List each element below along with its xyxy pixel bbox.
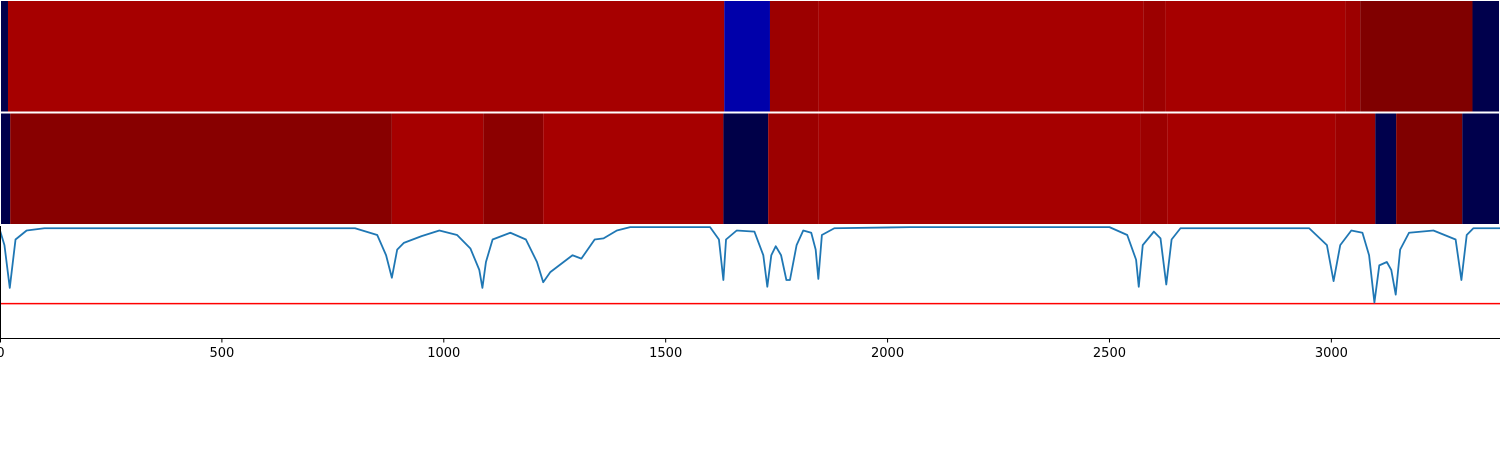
strip-segment xyxy=(1140,113,1167,226)
strip-segment xyxy=(818,0,1143,113)
strip-segment xyxy=(1143,0,1165,113)
strip-segment xyxy=(10,113,392,226)
strip-segment xyxy=(1345,0,1360,113)
strip-segment xyxy=(392,113,483,226)
x-tick-label: 3000 xyxy=(1315,346,1348,361)
strip-segment xyxy=(8,0,724,113)
strip-segment xyxy=(1375,113,1396,226)
strip-segment xyxy=(1335,113,1375,226)
strip-segment xyxy=(1472,0,1500,113)
strip-segment xyxy=(724,0,770,113)
x-tick-label: 2500 xyxy=(1093,346,1126,361)
x-tick-label: 1500 xyxy=(649,346,682,361)
strip-segment xyxy=(543,113,723,226)
plot-background xyxy=(0,226,1500,339)
strip-segment xyxy=(723,113,768,226)
strip-segment xyxy=(0,113,10,226)
strip-segment xyxy=(770,0,818,113)
strip-segment xyxy=(768,113,818,226)
x-tick-label: 1000 xyxy=(427,346,460,361)
strip-segment xyxy=(1462,113,1500,226)
strip-segment xyxy=(0,0,8,113)
strip-segment xyxy=(1165,0,1345,113)
strip-segment xyxy=(1167,113,1335,226)
strip-segment xyxy=(1396,113,1462,226)
x-tick-label: 500 xyxy=(209,346,234,361)
x-tick-label: 0 xyxy=(0,346,5,361)
strip-segment xyxy=(483,113,543,226)
x-tick-label: 2000 xyxy=(871,346,904,361)
strip-segment xyxy=(818,113,1140,226)
strip-segment xyxy=(1360,0,1472,113)
